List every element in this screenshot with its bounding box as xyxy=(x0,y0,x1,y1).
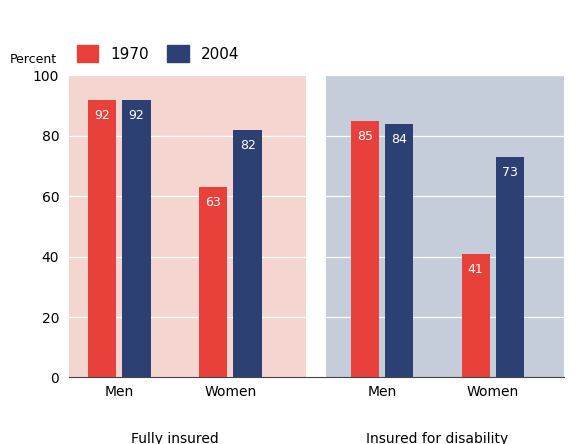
Bar xyxy=(233,130,262,377)
Text: 85: 85 xyxy=(356,130,373,143)
Text: 92: 92 xyxy=(129,109,144,122)
Text: Insured for disability: Insured for disability xyxy=(366,432,508,444)
Text: 41: 41 xyxy=(468,263,484,276)
Legend: 1970, 2004: 1970, 2004 xyxy=(76,45,239,62)
Text: 92: 92 xyxy=(94,109,110,122)
Text: 73: 73 xyxy=(502,166,518,179)
Bar xyxy=(385,124,413,377)
Text: Percent: Percent xyxy=(10,53,57,67)
Text: 63: 63 xyxy=(205,196,221,209)
Bar xyxy=(462,254,490,377)
Bar xyxy=(69,75,306,377)
Bar xyxy=(122,99,151,377)
Text: 82: 82 xyxy=(240,139,255,152)
Bar xyxy=(351,121,379,377)
Bar xyxy=(496,157,524,377)
Bar xyxy=(88,99,116,377)
Text: Fully insured: Fully insured xyxy=(131,432,219,444)
Bar xyxy=(199,187,228,377)
Bar xyxy=(327,75,564,377)
Text: 84: 84 xyxy=(391,133,407,146)
